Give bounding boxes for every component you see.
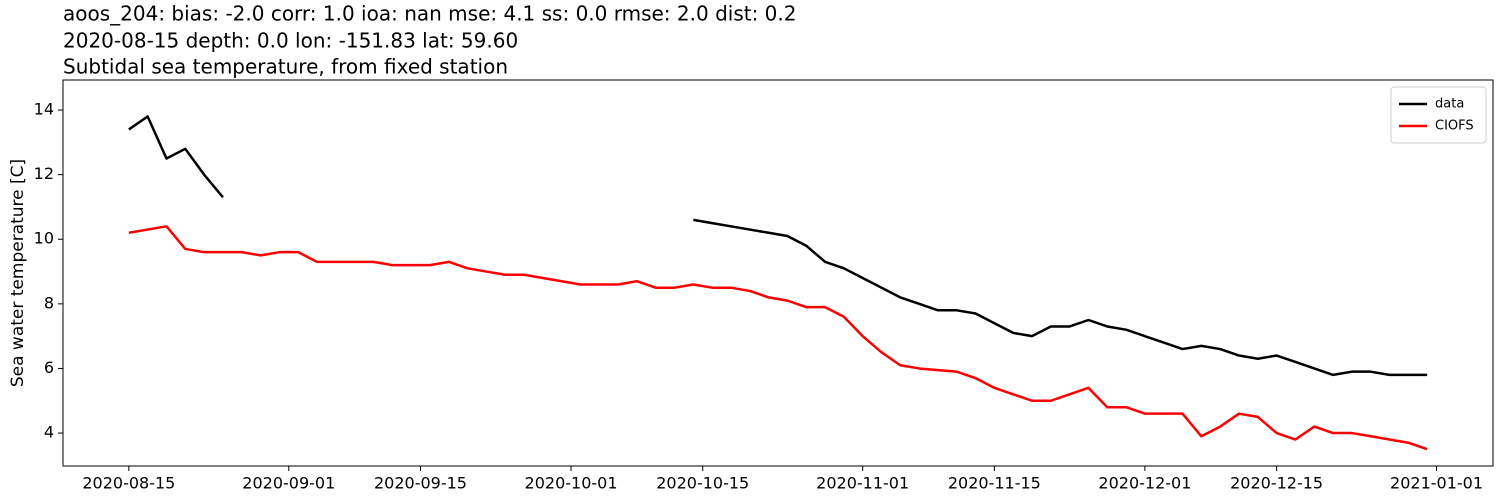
x-tick-label: 2020-08-15 <box>82 474 175 493</box>
y-tick-label: 12 <box>34 164 54 183</box>
legend-label: CIOFS <box>1435 119 1474 134</box>
x-tick-label: 2020-12-01 <box>1098 474 1191 493</box>
chart-title: Subtidal sea temperature, from fixed sta… <box>63 55 508 79</box>
x-tick-label: 2020-11-15 <box>948 474 1041 493</box>
line-series <box>128 115 1428 377</box>
y-tick-label: 10 <box>34 229 54 248</box>
legend-box <box>1390 86 1487 144</box>
x-tick-label: 2020-11-01 <box>816 474 909 493</box>
x-tick-label: 2020-09-15 <box>374 474 467 493</box>
chart-title: aoos_204: bias: -2.0 corr: 1.0 ioa: nan … <box>63 2 797 26</box>
y-tick-label: 14 <box>34 100 54 119</box>
y-tick-label: 6 <box>44 358 54 377</box>
x-tick-label: 2020-09-01 <box>242 474 335 493</box>
chart-title: 2020-08-15 depth: 0.0 lon: -151.83 lat: … <box>63 29 518 53</box>
legend-label: data <box>1435 97 1464 112</box>
x-tick-label: 2020-10-15 <box>656 474 749 493</box>
line-series <box>128 225 1428 451</box>
y-tick-label: 8 <box>44 293 54 312</box>
x-tick-label: 2020-10-01 <box>525 474 618 493</box>
x-tick-label: 2021-01-01 <box>1390 474 1483 493</box>
y-tick-label: 4 <box>44 423 54 442</box>
plot-frame <box>62 79 1494 467</box>
x-tick-label: 2020-12-15 <box>1230 474 1323 493</box>
y-axis-label: Sea water temperature [C] <box>8 159 28 387</box>
